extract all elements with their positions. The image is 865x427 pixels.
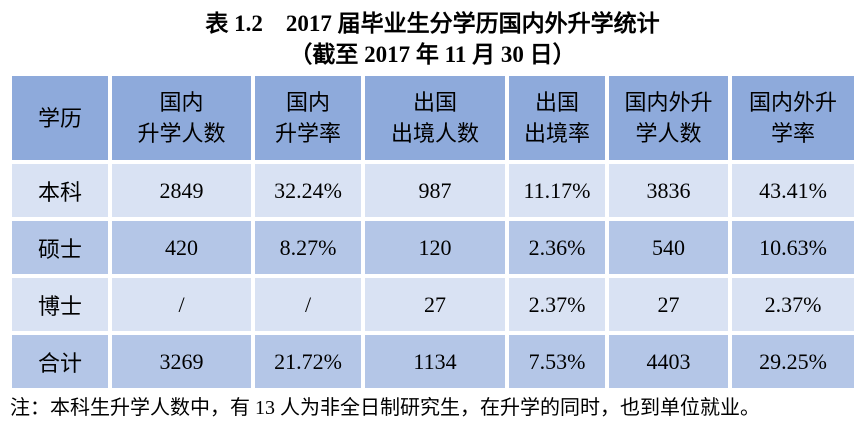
table-cell: 8.27% xyxy=(253,219,363,276)
column-header-total-count: 国内外升 学人数 xyxy=(607,74,730,162)
row-label: 硕士 xyxy=(10,219,110,276)
column-header-line: 国内 xyxy=(159,90,204,115)
table-cell: 21.72% xyxy=(253,333,363,390)
column-header-degree: 学历 xyxy=(10,74,110,162)
table-cell: 1134 xyxy=(363,333,507,390)
column-header-line: 出国 xyxy=(534,90,579,115)
row-label: 合计 xyxy=(10,333,110,390)
column-header-line: 出境率 xyxy=(523,121,590,146)
table-cell: 29.25% xyxy=(730,333,856,390)
column-header-line: 学历 xyxy=(37,105,82,131)
table-cell: 2849 xyxy=(110,162,253,219)
table-cell: 32.24% xyxy=(253,162,363,219)
table-cell: 987 xyxy=(363,162,507,219)
row-label: 博士 xyxy=(10,276,110,333)
table-row-bachelor: 本科 2849 32.24% 987 11.17% 3836 43.41% xyxy=(10,162,856,219)
table-row-total: 合计 3269 21.72% 1134 7.53% 4403 29.25% xyxy=(10,333,856,390)
table-cell: 4403 xyxy=(607,333,730,390)
table-row-master: 硕士 420 8.27% 120 2.36% 540 10.63% xyxy=(10,219,856,276)
column-header-total-rate: 国内外升 学率 xyxy=(730,74,856,162)
table-title: 表 1.2 2017 届毕业生分学历国内外升学统计 xyxy=(205,11,660,36)
table-cell: / xyxy=(110,276,253,333)
column-header-abroad-count: 出国 出境人数 xyxy=(363,74,507,162)
table-cell: 2.37% xyxy=(730,276,856,333)
table-cell: 120 xyxy=(363,219,507,276)
table-cell: 27 xyxy=(607,276,730,333)
column-header-line: 升学率 xyxy=(274,121,341,146)
table-cell: 3836 xyxy=(607,162,730,219)
row-label: 本科 xyxy=(10,162,110,219)
enrollment-stats-table: 学历 国内 升学人数 国内 升学率 出国 出境人数 出国 出境率 xyxy=(10,74,856,390)
header-row: 学历 国内 升学人数 国内 升学率 出国 出境人数 出国 出境率 xyxy=(10,74,856,162)
column-header-abroad-rate: 出国 出境率 xyxy=(507,74,607,162)
table-cell: 2.37% xyxy=(507,276,607,333)
column-header-line: 学人数 xyxy=(635,121,702,146)
column-header-domestic-count: 国内 升学人数 xyxy=(110,74,253,162)
table-cell: 3269 xyxy=(110,333,253,390)
column-header-line: 出国 xyxy=(412,90,457,115)
title-block: 表 1.2 2017 届毕业生分学历国内外升学统计 （截至 2017 年 11 … xyxy=(0,8,865,70)
table-cell: / xyxy=(253,276,363,333)
table-cell: 10.63% xyxy=(730,219,856,276)
table-cell: 2.36% xyxy=(507,219,607,276)
table-cell: 7.53% xyxy=(507,333,607,390)
column-header-line: 国内 xyxy=(285,90,330,115)
table-cell: 540 xyxy=(607,219,730,276)
table-subtitle: （截至 2017 年 11 月 30 日） xyxy=(289,42,576,67)
column-header-domestic-rate: 国内 升学率 xyxy=(253,74,363,162)
table-cell: 27 xyxy=(363,276,507,333)
column-header-line: 国内外升 xyxy=(624,90,713,115)
column-header-line: 升学人数 xyxy=(137,121,226,146)
table-row-doctor: 博士 / / 27 2.37% 27 2.37% xyxy=(10,276,856,333)
column-header-line: 国内外升 xyxy=(748,90,837,115)
table-cell: 11.17% xyxy=(507,162,607,219)
table-cell: 420 xyxy=(110,219,253,276)
column-header-line: 学率 xyxy=(770,121,815,146)
table-cell: 43.41% xyxy=(730,162,856,219)
footnote: 注：本科生升学人数中，有 13 人为非全日制研究生，在升学的同时，也到单位就业。 xyxy=(10,397,760,419)
column-header-line: 出境人数 xyxy=(390,121,479,146)
